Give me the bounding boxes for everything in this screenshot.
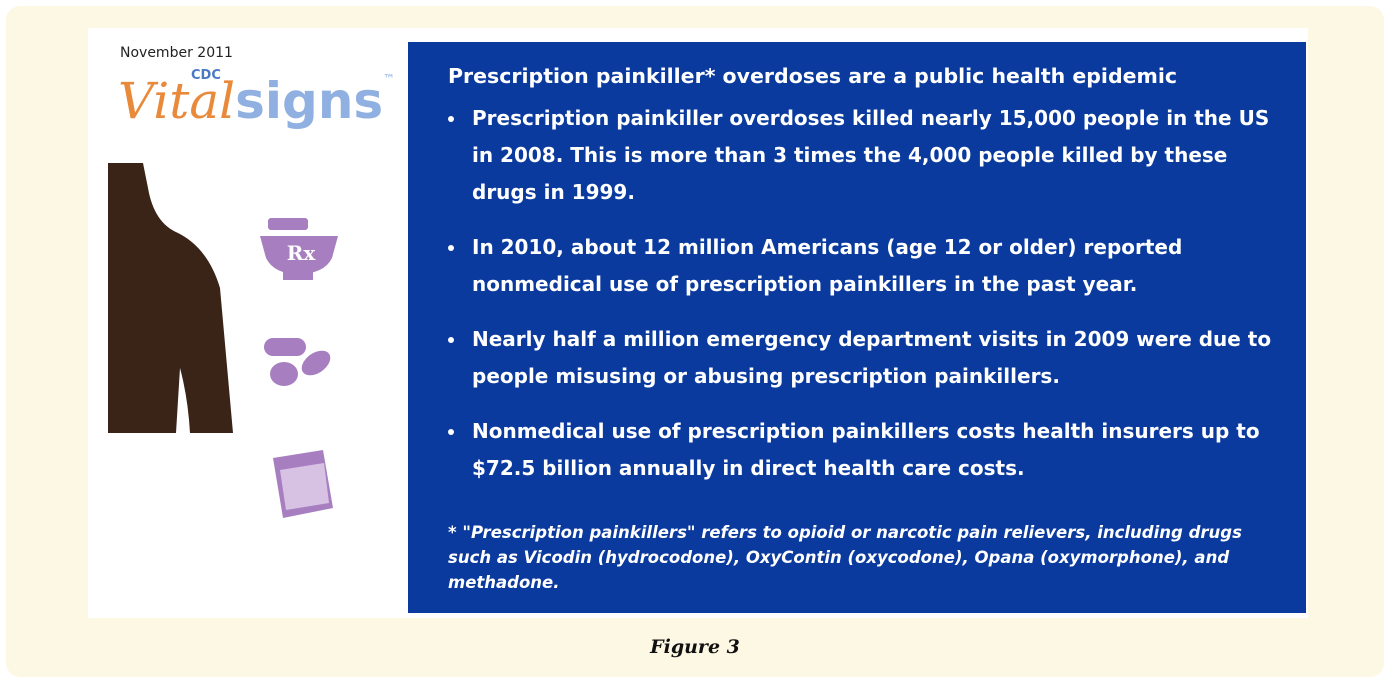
bullet: Nonmedical use of prescription painkille… [472,413,1292,487]
bullet-dot [448,116,454,122]
figure-card: November 2011 CDC Vitalsigns™ Rx Prescri… [88,28,1308,618]
bullet-dot [448,245,454,251]
brand-signs: signs [235,72,383,130]
bullet-dot [448,429,454,435]
page: November 2011 CDC Vitalsigns™ Rx Prescri… [0,0,1390,683]
bullet-text: Nearly half a million emergency departme… [472,327,1271,388]
heading: Prescription painkiller* overdoses are a… [448,64,1177,88]
footnote: * "Prescription painkillers" refers to o… [448,520,1278,595]
bullet-text: Prescription painkiller overdoses killed… [472,106,1269,204]
info-panel: Prescription painkiller* overdoses are a… [408,42,1306,613]
bullet: Nearly half a million emergency departme… [472,321,1292,395]
mortar-icon: Rx [260,218,338,280]
bullet-list: Prescription painkiller overdoses killed… [472,100,1292,505]
bullet-dot [448,337,454,343]
brand: Vitalsigns™ [118,72,395,130]
bullet: Prescription painkiller overdoses killed… [472,100,1292,211]
pills-icon [264,338,335,386]
bullet-text: Nonmedical use of prescription painkille… [472,419,1260,480]
trademark: ™ [383,72,395,86]
brand-vital: Vital [118,72,235,130]
bullet: In 2010, about 12 million Americans (age… [472,229,1292,303]
rx-label: Rx [287,241,317,265]
date: November 2011 [120,45,233,61]
calendar-icon [273,450,333,518]
bullet-text: In 2010, about 12 million Americans (age… [472,235,1182,296]
caption: Figure 3 [0,636,1390,658]
illustrations: Rx [88,148,408,528]
silhouette [108,163,233,433]
